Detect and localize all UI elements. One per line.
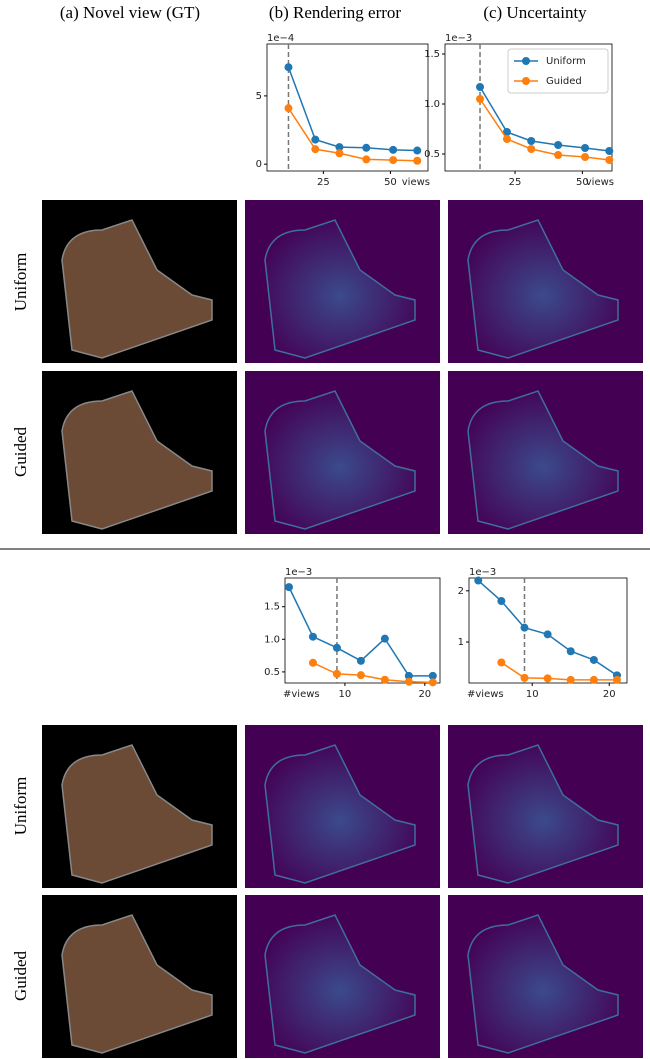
column-title: (a) Novel view (GT): [60, 3, 200, 22]
y-tick-label: 1.5: [264, 602, 280, 613]
x-axis-label: #views: [283, 689, 320, 700]
data-point: [544, 674, 552, 682]
data-point: [362, 155, 370, 163]
legend-label: Uniform: [546, 56, 586, 67]
x-tick-label: 20: [418, 689, 431, 700]
y-tick-label: 1.5: [424, 49, 440, 60]
data-point: [503, 135, 511, 143]
data-point: [381, 676, 389, 684]
y-tick-label: 5: [256, 91, 262, 102]
y-tick-label: 0.5: [424, 149, 440, 160]
data-point: [567, 676, 575, 684]
plot-frame: [285, 578, 440, 683]
data-point: [284, 104, 292, 112]
x-tick-label: 50: [384, 177, 397, 188]
scale-label: 1e−3: [445, 33, 472, 44]
data-point: [581, 153, 589, 161]
data-point: [613, 676, 621, 684]
legend-marker: [522, 77, 530, 85]
figure: (a) Novel view (GT) (b) Rendering error …: [0, 0, 650, 1059]
x-axis-label: #views: [467, 689, 504, 700]
series-line: [288, 108, 417, 161]
data-point: [405, 678, 413, 686]
image-grid: [42, 200, 643, 1058]
scale-label: 1e−4: [267, 33, 294, 44]
data-point: [527, 145, 535, 153]
data-point: [544, 630, 552, 638]
data-point: [311, 136, 319, 144]
data-point: [497, 659, 505, 667]
data-point: [389, 156, 397, 164]
data-point: [520, 624, 528, 632]
series-line: [480, 87, 609, 151]
x-tick-label: 25: [509, 177, 522, 188]
y-tick-label: 1.0: [264, 634, 280, 645]
x-tick-label: 20: [603, 689, 616, 700]
row-label: Uniform: [11, 253, 30, 312]
series-line: [313, 663, 433, 683]
data-point: [590, 656, 598, 664]
x-tick-label: 25: [317, 177, 330, 188]
row-label: Guided: [11, 950, 30, 1001]
data-point: [497, 597, 505, 605]
data-point: [381, 635, 389, 643]
x-tick-label: 10: [526, 689, 539, 700]
data-point: [284, 63, 292, 71]
data-point: [309, 633, 317, 641]
data-point: [357, 671, 365, 679]
data-point: [567, 647, 575, 655]
column-title: (c) Uncertainty: [483, 3, 587, 22]
data-point: [335, 149, 343, 157]
series-line: [501, 663, 617, 680]
legend-label: Guided: [546, 76, 582, 87]
data-point: [581, 144, 589, 152]
y-tick-label: 0.5: [264, 667, 280, 678]
data-point: [554, 141, 562, 149]
y-tick-label: 1: [458, 637, 464, 648]
x-axis-label: views: [586, 177, 614, 188]
data-point: [333, 644, 341, 652]
y-tick-label: 0: [256, 159, 262, 170]
column-title: (b) Rendering error: [269, 3, 402, 22]
row-label: Guided: [11, 426, 30, 477]
y-tick-label: 2: [458, 586, 464, 597]
data-point: [362, 144, 370, 152]
data-point: [357, 657, 365, 665]
data-point: [476, 95, 484, 103]
data-point: [476, 83, 484, 91]
data-point: [605, 147, 613, 155]
scale-label: 1e−3: [285, 567, 312, 578]
series-line: [480, 99, 609, 160]
data-point: [309, 659, 317, 667]
x-axis-label: views: [402, 177, 430, 188]
y-tick-label: 1.0: [424, 99, 440, 110]
data-point: [520, 674, 528, 682]
data-point: [429, 678, 437, 686]
data-point: [474, 577, 482, 585]
legend-marker: [522, 57, 530, 65]
data-point: [413, 157, 421, 165]
data-point: [527, 137, 535, 145]
data-point: [605, 156, 613, 164]
data-point: [285, 583, 293, 591]
data-point: [413, 147, 421, 155]
data-point: [554, 151, 562, 159]
data-point: [590, 676, 598, 684]
row-label: Uniform: [11, 777, 30, 836]
scale-label: 1e−3: [469, 567, 496, 578]
x-tick-label: 10: [339, 689, 352, 700]
data-point: [311, 145, 319, 153]
data-point: [389, 146, 397, 154]
data-point: [333, 670, 341, 678]
